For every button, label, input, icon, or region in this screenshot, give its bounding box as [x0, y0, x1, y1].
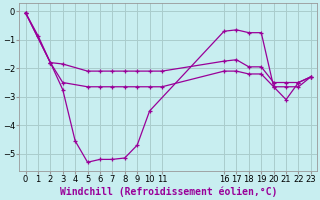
X-axis label: Windchill (Refroidissement éolien,°C): Windchill (Refroidissement éolien,°C) [60, 187, 277, 197]
